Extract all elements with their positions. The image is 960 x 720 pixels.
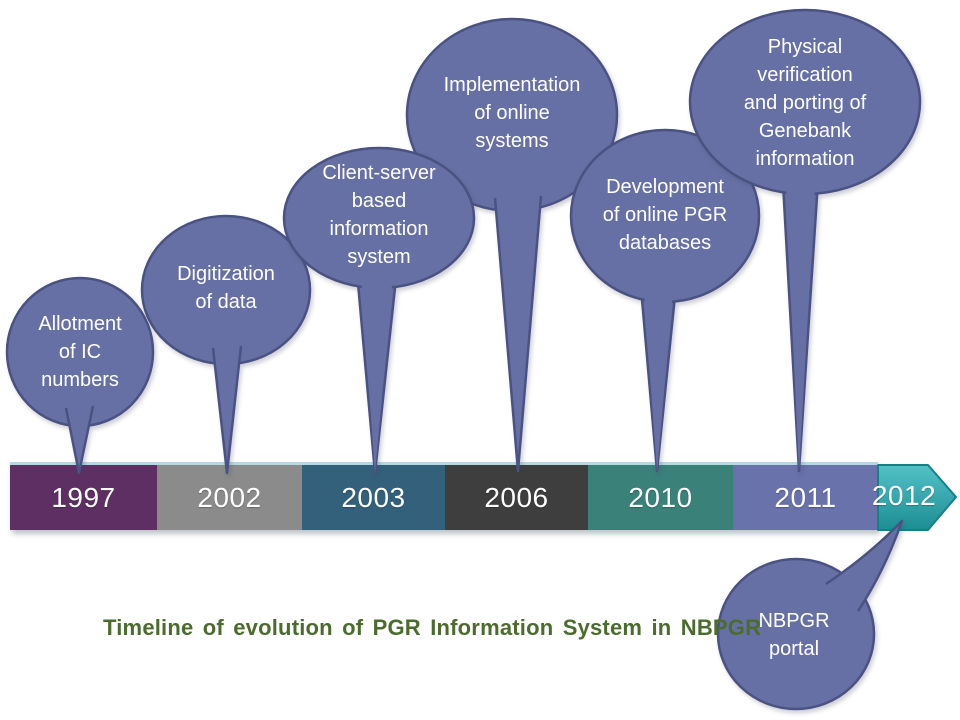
bubble-digitization (140, 214, 312, 475)
year-label-2002: 2002 (197, 481, 262, 513)
bubble-tail-join (644, 291, 673, 471)
year-label-2010: 2010 (628, 481, 693, 513)
timeline-segment-2002: 2002 (157, 465, 302, 530)
timeline-caption: Timeline of evolution of PGR Information… (103, 615, 762, 640)
year-label-2011: 2011 (774, 481, 837, 513)
bubble-text-client-server: Client-server based information system (322, 162, 436, 268)
bubble-text-digitization: Digitization of data (177, 263, 275, 313)
bubble-tail (825, 519, 904, 612)
bubble-tail (211, 345, 243, 475)
bubble-tail (781, 180, 820, 473)
year-label-2003: 2003 (341, 481, 406, 513)
timeline-bar: 1997 2002 2003 2006 2010 2011 (10, 462, 878, 530)
bubble-tail (355, 268, 399, 475)
timeline-segment-2006: 2006 (445, 465, 588, 530)
bubble-text-physical-verification: Physical verification and porting of Gen… (743, 36, 867, 170)
timeline-segment-2011: 2011 (733, 465, 878, 530)
bubble-text-development: Development of online PGR databases (602, 176, 728, 254)
bubble-tail-join (786, 187, 815, 471)
year-label-2006: 2006 (484, 481, 549, 513)
timeline-segment-1997: 1997 (10, 465, 157, 530)
bubble-tail (493, 195, 543, 473)
bubble-text-allotment: Allotment of IC numbers (38, 313, 122, 391)
bubble-tail (639, 285, 678, 473)
timeline-segment-2010: 2010 (588, 465, 733, 530)
bubble-text-nbpgr-portal: NBPGR portal (758, 610, 830, 660)
year-label-2012: 2012 (871, 480, 937, 511)
timeline-segment-2003: 2003 (302, 465, 445, 530)
bubble-text-implementation: Implementation of online systems (443, 74, 581, 152)
bubble-tail-join (361, 274, 393, 473)
year-label-1997: 1997 (51, 481, 116, 513)
